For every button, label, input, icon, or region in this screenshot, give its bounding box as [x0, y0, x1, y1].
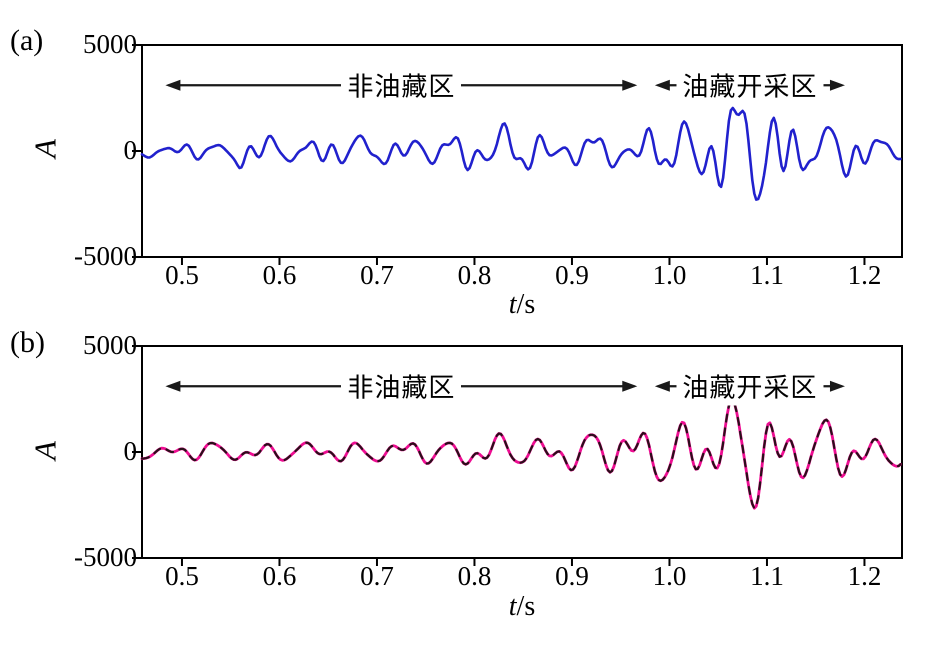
panel-b-ytick-0: 0: [123, 436, 138, 466]
panel-b-xtick-07: 0.7: [360, 561, 394, 591]
right-arrowhead-icon: [829, 380, 845, 392]
x-axis-label-unit: /s: [516, 591, 536, 622]
panel-b-annotation-reservoir-production-zone: 油藏开采区: [676, 366, 824, 406]
panel-b-x-axis-label: t/s: [142, 593, 902, 621]
panel-a-xtick-07: 0.7: [360, 260, 394, 290]
panel-a-xtick-09: 0.9: [555, 260, 589, 290]
panel-a-xtick-10: 1.0: [652, 260, 687, 290]
panel-a-annotation-reservoir-production-zone: 油藏开采区: [676, 65, 824, 105]
panel-b-xtick-09: 0.9: [555, 561, 589, 591]
panel-b-ytick-neg5000: -5000: [74, 542, 137, 572]
panel-a-xtick-05: 0.5: [165, 260, 199, 290]
panel-a-seismic-trace-raw: [140, 106, 902, 201]
panel-a-xtick-06: 0.6: [262, 260, 297, 290]
right-arrowhead-icon: [622, 79, 638, 91]
right-arrowhead-icon: [829, 79, 845, 91]
panel-a-ytick-0: 0: [123, 135, 138, 165]
panel-a-ytick-5000: 5000: [83, 29, 137, 59]
panel-a-xtick-08: 0.8: [457, 260, 492, 290]
panel-b-tick-marks: [132, 345, 866, 566]
panel-a-tag: (a): [10, 24, 44, 57]
panel-b-xtick-12: 1.2: [847, 561, 882, 591]
panel-a-xtick-11: 1.1: [750, 260, 784, 290]
x-axis-label-variable: t: [508, 591, 517, 622]
panel-b-xtick-05: 0.5: [165, 561, 199, 591]
panel-a-x-axis-label: t/s: [142, 291, 902, 319]
panel-b-xtick-10: 1.0: [652, 561, 687, 591]
panel-a-xtick-12: 1.2: [847, 260, 882, 290]
panel-b-seismic-trace-overlay: [140, 399, 902, 510]
panel-b-xtick-06: 0.6: [262, 561, 297, 591]
panel-a-ytick-neg5000: -5000: [74, 241, 137, 271]
panel-b-annotation-non-reservoir-zone: 非油藏区: [341, 366, 462, 406]
right-arrowhead-icon: [622, 380, 638, 392]
left-arrowhead-icon: [654, 380, 670, 392]
left-arrowhead-icon: [165, 79, 181, 91]
panel-a-tick-marks: [132, 44, 866, 265]
x-axis-label-unit: /s: [516, 289, 536, 320]
left-arrowhead-icon: [165, 380, 181, 392]
panel-b-xtick-11: 1.1: [750, 561, 784, 591]
panel-a-annotation-non-reservoir-zone: 非油藏区: [341, 65, 462, 105]
panel-b-xtick-08: 0.8: [457, 561, 492, 591]
x-axis-label-variable: t: [508, 289, 517, 320]
panel-b-tag: (b): [10, 326, 45, 359]
left-arrowhead-icon: [654, 79, 670, 91]
panel-b-ytick-5000: 5000: [83, 330, 137, 360]
